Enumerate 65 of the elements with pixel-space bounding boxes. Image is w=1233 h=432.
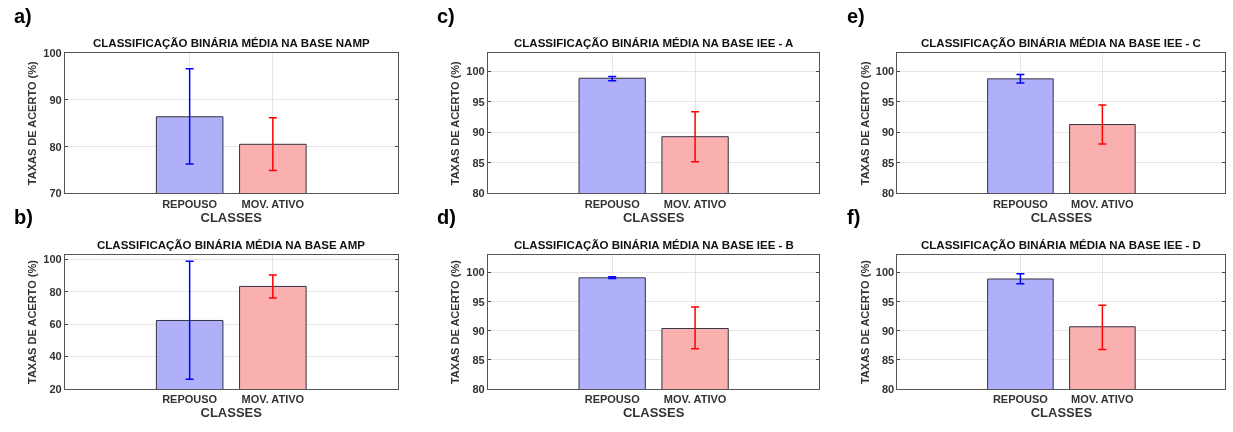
y-tick-label: 95 (881, 295, 895, 308)
text: e) (847, 5, 865, 27)
text: b) (14, 206, 33, 228)
y-tick-label: 100 (43, 47, 62, 60)
x-axis-title: CLASSES (200, 209, 263, 225)
text: a) (14, 5, 32, 27)
y-tick-label: 85 (472, 353, 485, 366)
y-tick-label: 90 (49, 93, 62, 106)
y-tick-label: 100 (466, 266, 485, 279)
text: f) (847, 206, 861, 228)
x-tick-label: MOV. ATIVO (241, 197, 305, 210)
x-tick-label: REPOUSO (992, 393, 1049, 406)
y-tick-label: 80 (472, 382, 485, 395)
y-tick-label: 95 (881, 95, 895, 108)
chart-title: CLASSIFICAÇÃO BINÁRIA MÉDIA NA BASE IEE - B (514, 239, 794, 251)
y-axis-title: TAXAS DE ACERTO (%) (448, 259, 461, 385)
x-axis-title: CLASSES (622, 209, 685, 225)
y-tick-label: 90 (881, 324, 895, 337)
y-axis-title: TAXAS DE ACERTO (%) (858, 259, 871, 385)
x-axis-title: CLASSES (1030, 405, 1093, 421)
y-tick-label: 60 (49, 318, 62, 331)
chart-title: CLASSIFICAÇÃO BINÁRIA MÉDIA NA BASE IEE - D (921, 239, 1201, 251)
x-tick-label: REPOUSO (584, 393, 641, 406)
y-tick-label: 80 (881, 382, 895, 395)
text: c) (437, 5, 455, 27)
y-tick-label: 85 (881, 156, 895, 169)
x-axis-title: CLASSES (200, 405, 263, 421)
x-axis-title: CLASSES (622, 405, 685, 421)
x-tick-label: MOV. ATIVO (1071, 393, 1135, 406)
x-axis-title: CLASSES (1030, 209, 1093, 225)
chart-title: CLASSIFICAÇÃO BINÁRIA MÉDIA NA BASE AMP (97, 239, 366, 251)
x-tick-label: REPOUSO (992, 197, 1049, 210)
y-axis-title: TAXAS DE ACERTO (%) (25, 61, 38, 186)
x-tick-label: REPOUSO (162, 197, 218, 210)
y-tick-label: 100 (875, 65, 895, 78)
x-tick-label: MOV. ATIVO (1071, 197, 1135, 210)
x-tick-label: MOV. ATIVO (663, 197, 727, 210)
y-tick-label: 80 (881, 187, 895, 200)
y-tick-label: 80 (49, 140, 62, 153)
y-tick-label: 80 (49, 285, 62, 298)
x-tick-label: REPOUSO (584, 197, 641, 210)
y-tick-label: 90 (472, 126, 485, 139)
chart-title: CLASSIFICAÇÃO BINÁRIA MÉDIA NA BASE IEE - C (921, 37, 1201, 49)
y-tick-label: 70 (49, 187, 62, 200)
chart-title: CLASSIFICAÇÃO BINÁRIA MÉDIA NA BASE NAMP (93, 37, 370, 49)
x-tick-label: MOV. ATIVO (241, 393, 305, 406)
y-axis-title: TAXAS DE ACERTO (%) (858, 61, 871, 186)
y-tick-label: 95 (472, 95, 485, 108)
y-tick-label: 100 (875, 266, 895, 279)
y-axis-title: TAXAS DE ACERTO (%) (25, 259, 38, 385)
y-tick-label: 20 (49, 382, 62, 395)
y-tick-label: 80 (472, 187, 485, 200)
y-axis-title: TAXAS DE ACERTO (%) (448, 61, 461, 186)
y-tick-label: 85 (881, 353, 895, 366)
chart-title: CLASSIFICAÇÃO BINÁRIA MÉDIA NA BASE IEE - A (514, 37, 794, 49)
x-tick-label: MOV. ATIVO (663, 393, 727, 406)
y-tick-label: 95 (472, 295, 485, 308)
text: d) (437, 206, 456, 228)
y-tick-label: 90 (881, 126, 895, 139)
x-tick-label: REPOUSO (162, 393, 218, 406)
y-tick-label: 100 (43, 253, 62, 266)
y-tick-label: 100 (466, 65, 485, 78)
y-tick-label: 40 (49, 350, 62, 363)
y-tick-label: 85 (472, 156, 485, 169)
y-tick-label: 90 (472, 324, 485, 337)
